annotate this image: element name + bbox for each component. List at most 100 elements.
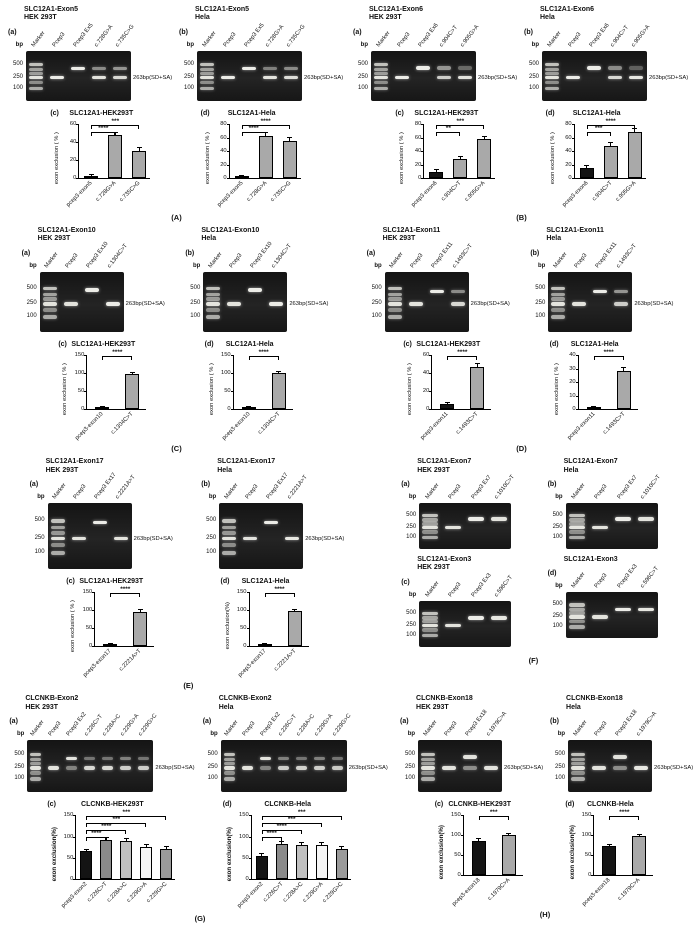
bp-scale-label: 100 [353,85,368,91]
bp-scale-label: 500 [548,601,563,607]
gel-band [66,766,77,770]
gel-band [72,537,86,541]
panel-letter: (a) [9,718,18,725]
error-bar [132,373,133,374]
gel-band [551,287,565,291]
lane-label: Pcep3 [448,484,463,501]
gel-title-line: SLC12A1-Exon11 [546,227,676,235]
error-bar-cap [144,844,149,845]
bp-scale-label: 250 [30,535,45,541]
gel-band [113,76,127,80]
sig-label: *** [262,809,342,816]
gel-band [64,302,78,306]
lane-label: Pcep3 [52,32,67,49]
gel-title-line: CLCNKB-Exon2 [219,695,391,703]
chart-title: SLC12A1-Hela [207,341,293,348]
gel-band [66,757,77,761]
bp-unit-label: bp [400,731,415,737]
gel-band [409,302,423,306]
bp-scale-label: 250 [203,764,218,770]
panel-letter: (b) [524,29,533,36]
gel-band [200,72,214,76]
error-bar-cap [608,142,613,143]
bp-unit-label: bp [9,731,24,737]
bp-unit-label: bp [401,494,416,500]
y-tick-mark [247,592,250,593]
gel-title-line: SLC12A1-Exon6 [540,6,691,14]
y-tick-label: 100 [448,832,461,838]
bp-scale-label: 500 [367,285,382,291]
gel-band [422,620,438,624]
gel-band [566,76,580,80]
gel-band [421,771,435,775]
lane-label: Marker [553,252,569,270]
gel-band [242,67,256,71]
error-bar [126,839,127,841]
sig-bracket: **** [242,125,290,126]
gel-band [43,315,57,319]
gel-band [388,287,402,291]
error-bar [341,847,342,849]
y-tick-label: 0 [214,175,227,181]
gel-band [545,81,559,85]
y-tick-mark [227,165,230,166]
chart-title: SLC12A1-Hela [203,110,301,117]
y-axis-label: exon exclusion(%) [225,602,231,649]
gel-title-line: CLCNKB-Exon2 [25,695,197,703]
sig-bracket: *** [91,125,139,126]
lane-label: Pcep3 Ex6 [589,23,611,49]
y-tick-label: 0 [563,406,576,412]
error-bar-cap [108,643,113,644]
error-bar-cap [445,402,450,403]
error-bar-cap [130,372,135,373]
gel-band [296,757,307,761]
gel-title-line: SLC12A1-Exon3 [417,556,519,564]
y-axis-label: exon exclusion ( % ) [399,132,405,184]
y-tick-label: 60 [214,135,227,141]
gel-band [92,76,106,80]
lane-label: Marker [572,483,588,501]
bar [453,159,467,178]
bp-scale-label: 100 [203,775,218,781]
y-tick-label: 0 [416,406,429,412]
lane-label: Pcep3 [242,721,257,738]
gel-band [30,762,41,766]
y-tick-label: 50 [218,388,231,394]
lane-label: c.1493C>T [453,244,475,270]
bp-unit-label: bp [185,263,200,269]
bp-scale-label: 250 [9,764,24,770]
bp-unit-label: bp [179,42,194,48]
sig-label: **** [91,125,115,132]
bp-scale-label: 500 [185,285,200,291]
gel-band [458,66,472,70]
y-tick-mark [249,858,252,859]
y-tick-label: 60 [559,135,572,141]
gel-band [206,302,220,306]
lane-label: Marker [202,31,218,49]
bp-scale-label: 250 [353,74,368,80]
bp-unit-label: bp [401,592,416,598]
panel-letter: (a) [8,29,17,36]
y-axis-label: exon exclusion ( % ) [550,132,556,184]
y-tick-label: 100 [234,607,247,613]
gel-band [284,76,298,80]
bar [429,172,443,178]
bar [125,374,139,409]
gel-band [224,777,235,781]
sig-label: **** [86,823,126,830]
y-tick-mark [76,160,79,161]
y-tick-label: 50 [71,388,84,394]
bar [272,373,286,409]
sig-label: **** [86,830,106,837]
